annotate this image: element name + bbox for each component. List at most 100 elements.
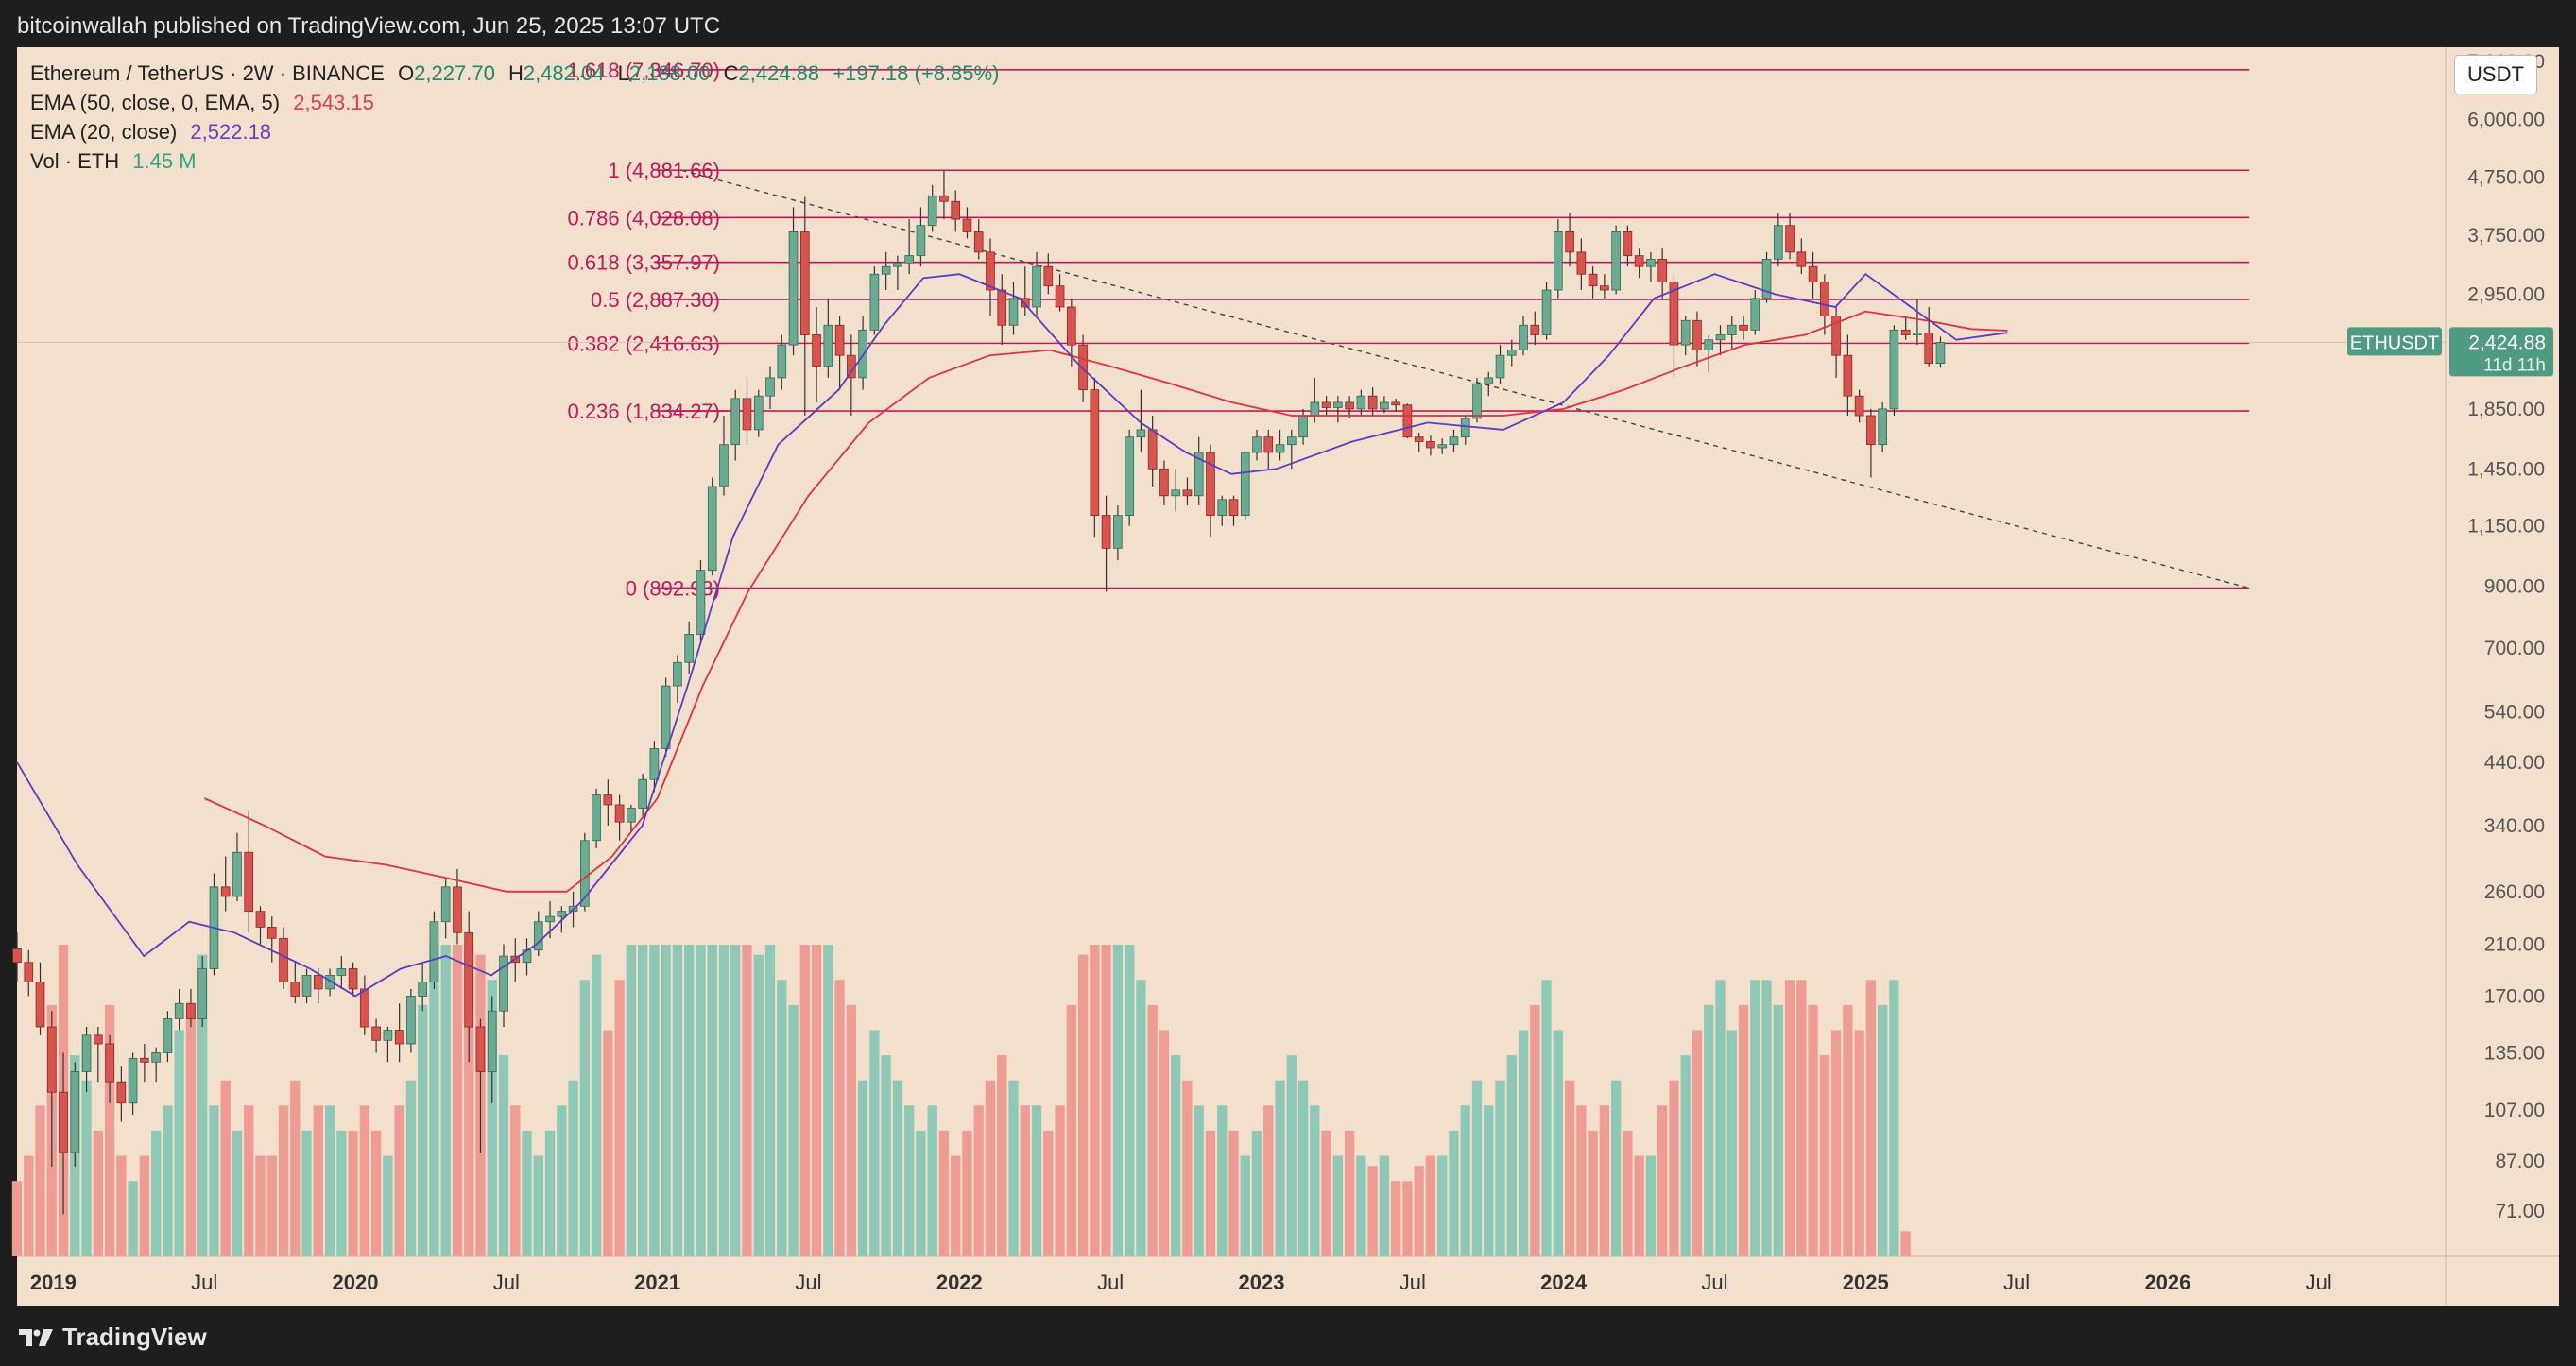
volume-bar	[1147, 1004, 1158, 1256]
time-axis-label: 2022	[936, 1271, 983, 1294]
volume-bar	[1878, 1004, 1888, 1256]
time-axis-label: Jul	[2003, 1271, 2030, 1294]
candle-body	[1726, 324, 1737, 335]
volume-bar	[1495, 1080, 1505, 1256]
candle-body	[429, 921, 439, 982]
volume-bar	[1865, 980, 1877, 1256]
volume-bar	[962, 1130, 972, 1256]
volume-bar	[510, 1105, 521, 1256]
volume-bar	[383, 1155, 393, 1256]
candle-body	[927, 195, 937, 227]
candle-body	[986, 251, 995, 291]
volume-bar	[1391, 1181, 1401, 1256]
tradingview-logo[interactable]: TradingView	[17, 1323, 207, 1352]
volume-bar	[672, 945, 683, 1256]
candle-body	[475, 1026, 486, 1072]
candle-body	[557, 911, 567, 917]
symbol-row: Ethereum / TetherUS · 2W · BINANCE O2,22…	[30, 59, 999, 88]
open-value: 2,227.70	[414, 61, 495, 85]
ema50-label: EMA (50, close, 0, EMA, 5)	[30, 91, 281, 114]
candle-body	[1623, 231, 1633, 257]
volume-bar	[938, 1130, 950, 1256]
volume-bar	[255, 1155, 266, 1256]
time-axis-label: 2026	[2144, 1271, 2190, 1294]
candle-body	[1634, 255, 1644, 267]
price-axis-label: 87.00	[2495, 1151, 2545, 1172]
volume-bar	[1843, 1004, 1853, 1256]
volume-row: Vol · ETH 1.45 M	[30, 146, 999, 176]
volume-bar	[718, 945, 730, 1256]
volume-bar	[764, 945, 776, 1256]
volume-bar	[1796, 980, 1807, 1256]
time-axis-label: 2025	[1843, 1271, 1889, 1294]
candle-body	[360, 988, 369, 1028]
candle-body	[59, 1091, 68, 1153]
volume-bar	[730, 945, 741, 1256]
candle-body	[394, 1030, 404, 1045]
volume-bar	[1530, 1004, 1540, 1256]
price-axis-label: 71.00	[2495, 1201, 2545, 1222]
volume-bar	[823, 945, 833, 1256]
candle-body	[1113, 515, 1123, 549]
volume-bar	[1240, 1155, 1250, 1256]
price-axis-label: 1,450.00	[2467, 458, 2545, 480]
candle-body	[951, 200, 961, 220]
time-axis-label: 2019	[30, 1271, 77, 1294]
volume-bar	[1356, 1155, 1366, 1256]
candle-body	[325, 975, 335, 990]
symbol-label: Ethereum / TetherUS · 2W · BINANCE	[30, 61, 385, 85]
footer-bar: TradingView	[0, 1306, 2576, 1366]
candle-body	[1646, 259, 1656, 267]
candle-body	[1924, 333, 1934, 364]
candle-body	[1796, 251, 1807, 267]
volume-bar	[997, 1055, 1007, 1256]
volume-bar	[753, 954, 764, 1256]
volume-bar	[11, 1181, 23, 1256]
volume-bar	[834, 980, 845, 1256]
candle-body	[1206, 452, 1215, 516]
volume-bar	[93, 1130, 103, 1256]
volume-bar	[1321, 1130, 1331, 1256]
candle-body	[1761, 259, 1772, 299]
candle-body	[244, 851, 254, 913]
volume-bar	[603, 1030, 613, 1256]
candle-body	[661, 685, 671, 749]
candle-body	[753, 395, 764, 431]
candle-body	[684, 634, 695, 663]
volume-bar	[1402, 1181, 1413, 1256]
volume-bar	[707, 945, 717, 1256]
candle-body	[1530, 324, 1540, 335]
volume-bar	[1830, 1030, 1842, 1256]
candle-body	[197, 968, 208, 1019]
volume-value: 1.45 M	[132, 149, 197, 173]
volume-bar	[1159, 1030, 1170, 1256]
candle-body	[939, 195, 949, 202]
price-axis-label: 340.00	[2484, 815, 2545, 837]
candle-body	[1495, 354, 1505, 379]
bar-countdown: 11d 11h	[2483, 355, 2546, 375]
volume-bar	[1090, 945, 1100, 1256]
candle-body	[1367, 395, 1378, 410]
volume-bar	[811, 945, 822, 1256]
volume-bar	[116, 1155, 127, 1256]
price-axis-label: 440.00	[2484, 752, 2545, 774]
volume-bar	[1808, 1004, 1818, 1256]
currency-button[interactable]: USDT	[2454, 55, 2537, 94]
candle-body	[1020, 298, 1030, 308]
volume-bar	[1414, 1166, 1424, 1256]
ema20-row: EMA (20, close) 2,522.18	[30, 117, 999, 146]
volume-bar	[1784, 980, 1795, 1256]
volume-bar	[128, 1181, 138, 1256]
time-axis-label: Jul	[795, 1271, 821, 1294]
candle-body	[1426, 441, 1435, 449]
volume-bar	[904, 1105, 915, 1256]
candle-body	[290, 982, 301, 997]
volume-bar	[522, 1130, 532, 1256]
candle-body	[313, 975, 323, 990]
ema20-line	[16, 273, 2008, 998]
candle-body	[1159, 468, 1169, 497]
candle-body	[1900, 329, 1911, 335]
volume-bar	[846, 1004, 857, 1256]
candle-body	[1704, 339, 1714, 350]
